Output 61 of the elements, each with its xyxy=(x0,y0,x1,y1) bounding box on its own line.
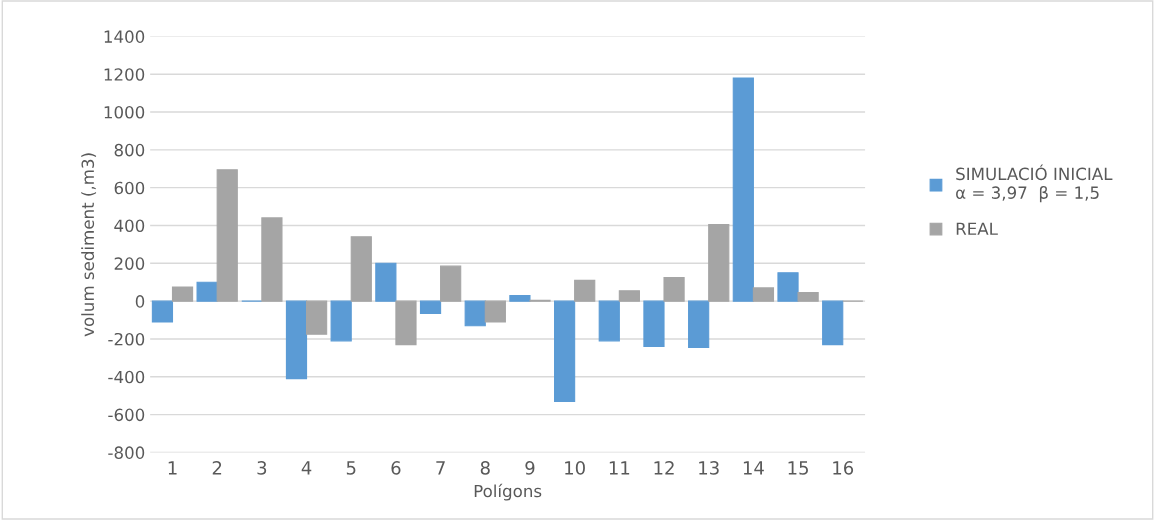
bar xyxy=(643,300,665,348)
x-tick-label: 7 xyxy=(436,461,445,475)
bar xyxy=(553,300,576,402)
y-tick-label: 0 xyxy=(135,295,145,308)
x-tick-label: 16 xyxy=(833,461,854,475)
legend-label: SIMULACIÓ INICIAL α = 3,97 β = 1,5 xyxy=(956,164,1113,203)
bar xyxy=(171,286,194,302)
y-tick-label: -800 xyxy=(108,446,145,459)
bar xyxy=(285,300,308,380)
bar xyxy=(797,292,819,302)
x-axis-title: Polígons xyxy=(474,483,542,501)
bar xyxy=(618,290,640,302)
bar xyxy=(464,300,486,327)
bar xyxy=(440,265,462,302)
y-tick-label: 1000 xyxy=(104,106,145,119)
y-tick-label: -200 xyxy=(108,332,145,346)
x-tick-label: 1 xyxy=(168,461,177,475)
x-tick-label: 6 xyxy=(391,461,401,475)
x-tick-label: 3 xyxy=(257,461,267,475)
bar xyxy=(395,300,417,346)
y-tick-label: 400 xyxy=(114,219,145,233)
x-tick-label: 12 xyxy=(654,461,674,475)
x-tick-label: 8 xyxy=(480,461,490,475)
x-tick-label: 10 xyxy=(565,461,585,475)
bar xyxy=(822,300,844,346)
bar xyxy=(196,281,218,302)
bar xyxy=(305,300,328,335)
y-tick-label: 200 xyxy=(114,257,145,270)
bar xyxy=(151,300,174,323)
y-tick-label: 1200 xyxy=(104,68,145,81)
bar xyxy=(509,294,531,302)
legend-label: REAL xyxy=(956,222,998,235)
bar xyxy=(598,300,620,342)
bar xyxy=(330,300,352,342)
x-tick-label: 14 xyxy=(743,461,764,475)
x-tick-label: 5 xyxy=(346,461,356,475)
y-tick-label: 800 xyxy=(114,143,145,157)
x-tick-label: 13 xyxy=(699,461,719,475)
bar xyxy=(375,262,397,302)
bar xyxy=(484,300,506,323)
y-tick-label: 1400 xyxy=(104,30,145,43)
x-tick-label: 11 xyxy=(609,461,630,475)
y-tick-label: -400 xyxy=(108,370,145,384)
bar xyxy=(688,300,710,349)
bar xyxy=(708,223,730,302)
y-axis-title: volum sediment (,m3) xyxy=(81,153,97,337)
bar xyxy=(261,217,283,302)
bar xyxy=(574,279,596,302)
x-tick-label: 4 xyxy=(301,461,312,475)
bar xyxy=(777,272,799,302)
x-tick-label: 15 xyxy=(788,461,808,475)
bar xyxy=(732,77,754,302)
bar xyxy=(419,300,442,314)
bar xyxy=(350,236,372,302)
y-tick-label: 600 xyxy=(114,181,145,195)
y-tick-label: -600 xyxy=(108,408,145,422)
bar xyxy=(752,287,775,302)
x-tick-label: 2 xyxy=(212,461,222,475)
x-tick-label: 9 xyxy=(525,461,535,475)
bar xyxy=(216,169,238,302)
bar xyxy=(663,276,685,302)
